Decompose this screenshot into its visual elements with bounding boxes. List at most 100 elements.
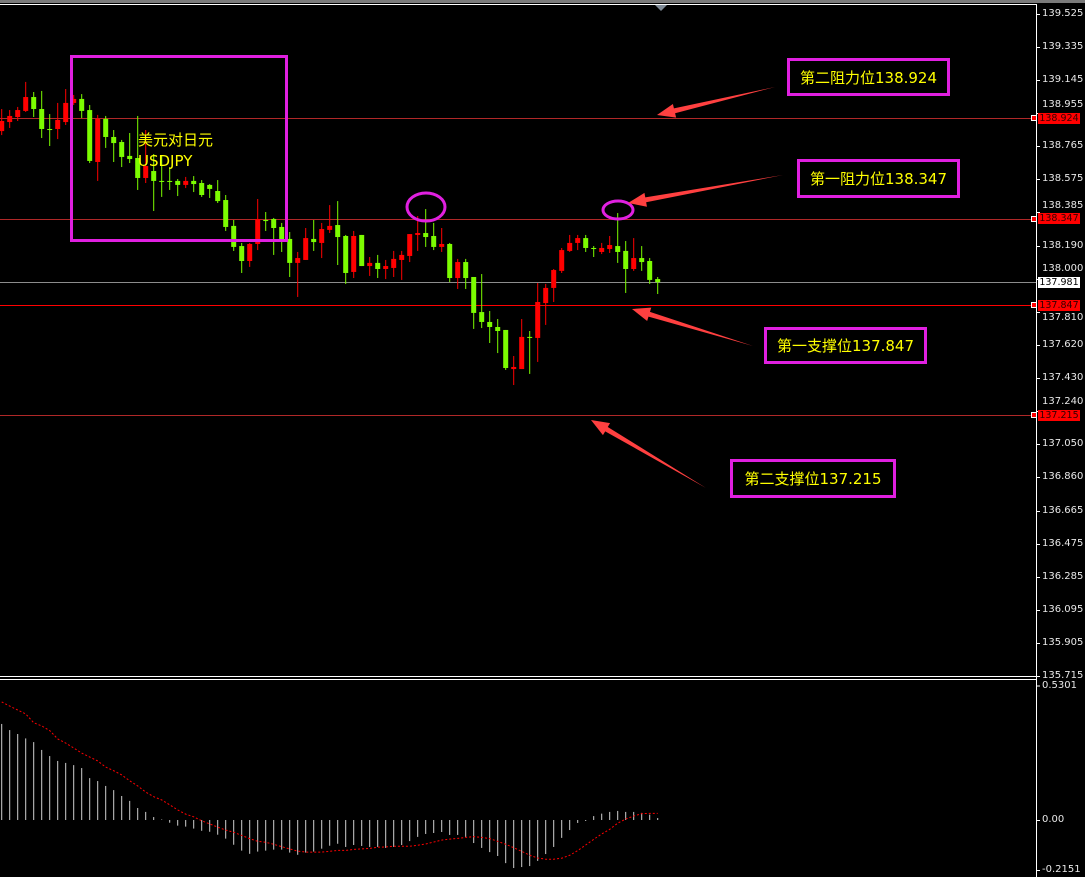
candle-body xyxy=(375,262,381,269)
candle-down xyxy=(655,276,661,295)
candle-body xyxy=(423,233,429,238)
candle-body xyxy=(631,258,637,269)
candle-up xyxy=(319,222,325,259)
candle-body xyxy=(383,266,389,269)
resistance-touch-circle xyxy=(601,199,635,221)
macd-axis-max: 0.5301 xyxy=(1042,680,1077,691)
candle-down xyxy=(151,154,157,211)
level-price-badge: 138.924 xyxy=(1038,112,1080,124)
candle-down xyxy=(119,139,125,168)
macd-axis-min: -0.2151 xyxy=(1042,864,1081,875)
price-axis-tick-label: 139.335 xyxy=(1042,41,1084,52)
candle-body xyxy=(287,238,293,263)
candle-down xyxy=(615,213,621,263)
candle-down xyxy=(159,155,165,197)
candle-body xyxy=(351,235,357,272)
candle-up xyxy=(567,234,573,252)
candle-up xyxy=(535,283,541,362)
candle-body xyxy=(399,254,405,260)
candle-body xyxy=(391,258,397,268)
candle-body xyxy=(407,234,413,256)
candle-body xyxy=(127,155,133,160)
candle-body xyxy=(535,301,541,338)
price-axis-tick-label: 135.715 xyxy=(1042,669,1084,681)
candle-body xyxy=(199,183,205,195)
candle-up xyxy=(439,227,445,252)
level-handle-icon xyxy=(1031,115,1037,121)
price-axis-tick-label: 138.190 xyxy=(1042,239,1084,251)
candle-up xyxy=(63,89,69,125)
candle-body xyxy=(567,242,573,251)
chart-shift-marker-icon[interactable] xyxy=(655,5,667,11)
candle-body xyxy=(583,238,589,248)
candle-down xyxy=(591,246,597,258)
candle-down xyxy=(191,176,197,193)
candle-body xyxy=(0,120,5,132)
candle-body xyxy=(15,110,21,118)
symbol-highlight-box xyxy=(70,55,288,242)
candle-up xyxy=(255,198,261,251)
candle-down xyxy=(207,184,213,198)
candle-down xyxy=(375,254,381,279)
candle-down xyxy=(359,234,365,267)
candle-up xyxy=(383,259,389,280)
candle-down xyxy=(111,130,117,162)
annotation-resistance-1: 第一阻力位138.347 xyxy=(797,159,960,198)
candle-body xyxy=(519,336,525,370)
candle-body xyxy=(191,180,197,185)
candle-body xyxy=(135,157,141,178)
candle-body xyxy=(143,165,149,178)
candle-up xyxy=(367,257,373,276)
candle-body xyxy=(615,246,621,252)
annotation-arrows xyxy=(591,87,783,488)
candle-up xyxy=(607,235,613,254)
candle-body xyxy=(79,98,85,111)
candle-up xyxy=(511,356,517,386)
price-axis-tick-label: 136.475 xyxy=(1042,537,1084,549)
arrow-icon xyxy=(657,87,775,118)
candle-down xyxy=(87,105,93,164)
price-axis-tick-label: 136.860 xyxy=(1042,470,1084,482)
arrow-icon xyxy=(628,175,783,207)
candle-body xyxy=(119,142,125,157)
candle-up xyxy=(559,247,565,273)
candle-down xyxy=(335,201,341,265)
candle-body xyxy=(431,235,437,247)
price-axis-tick-label: 136.665 xyxy=(1042,504,1084,516)
price-axis-tick-label: 139.525 xyxy=(1042,8,1084,19)
candle-up xyxy=(599,242,605,255)
candle-body xyxy=(575,238,581,243)
candle-body xyxy=(167,180,173,182)
candle-down xyxy=(47,114,53,147)
candle-down xyxy=(215,180,221,203)
candle-body xyxy=(335,225,341,238)
candle-body xyxy=(55,119,61,129)
candle-down xyxy=(431,222,437,251)
candle-body xyxy=(207,184,213,189)
candle-down xyxy=(479,274,485,329)
price-axis-tick-label: 138.955 xyxy=(1042,99,1084,111)
candle-body xyxy=(263,220,269,222)
level-handle-icon xyxy=(1031,216,1037,222)
candle-body xyxy=(551,270,557,288)
candle-down xyxy=(231,220,237,251)
level-lines xyxy=(0,118,1036,416)
candle-body xyxy=(271,218,277,228)
axis-ticks xyxy=(1031,14,1040,871)
candle-body xyxy=(7,115,13,123)
candle-body xyxy=(39,109,45,129)
candle-down xyxy=(647,258,653,284)
candle-down xyxy=(495,319,501,354)
candle-down xyxy=(199,180,205,197)
candles xyxy=(0,81,661,386)
candle-up xyxy=(183,176,189,189)
price-axis-tick-label: 135.905 xyxy=(1042,636,1084,648)
candle-body xyxy=(151,171,157,181)
candle-up xyxy=(407,234,413,263)
candle-body xyxy=(607,245,613,250)
candle-body xyxy=(543,287,549,304)
candle-body xyxy=(319,229,325,243)
candle-down xyxy=(39,90,45,139)
candle-body xyxy=(311,238,317,243)
